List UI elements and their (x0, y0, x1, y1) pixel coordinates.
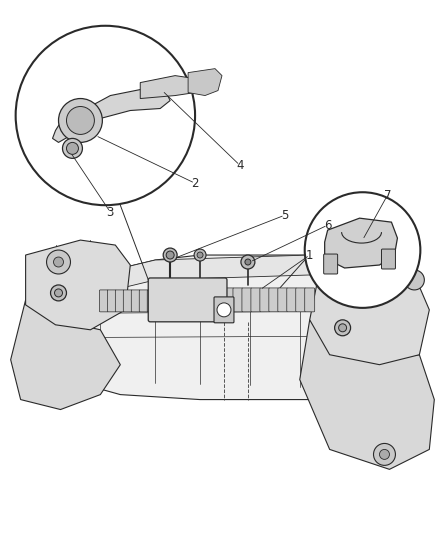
FancyBboxPatch shape (214, 297, 234, 323)
FancyBboxPatch shape (124, 290, 132, 312)
Circle shape (16, 26, 195, 205)
Circle shape (46, 250, 71, 274)
Text: 6: 6 (324, 219, 332, 232)
Circle shape (335, 320, 350, 336)
Text: 3: 3 (107, 206, 114, 219)
Circle shape (163, 248, 177, 262)
Circle shape (53, 257, 64, 267)
Polygon shape (140, 76, 195, 99)
Circle shape (379, 449, 389, 459)
Circle shape (59, 99, 102, 142)
Circle shape (197, 252, 203, 258)
Circle shape (166, 251, 174, 259)
Text: 7: 7 (384, 189, 391, 201)
FancyBboxPatch shape (324, 254, 338, 274)
FancyBboxPatch shape (260, 288, 270, 312)
FancyBboxPatch shape (233, 288, 243, 312)
Polygon shape (31, 255, 414, 310)
Polygon shape (31, 255, 414, 400)
Circle shape (194, 249, 206, 261)
Circle shape (67, 107, 95, 134)
FancyBboxPatch shape (107, 290, 117, 312)
Text: 2: 2 (191, 177, 199, 190)
FancyBboxPatch shape (242, 288, 252, 312)
Polygon shape (310, 265, 429, 365)
Polygon shape (25, 240, 130, 330)
Circle shape (404, 270, 424, 290)
Circle shape (339, 324, 346, 332)
Text: 5: 5 (281, 208, 289, 222)
Circle shape (217, 303, 231, 317)
Circle shape (241, 255, 255, 269)
Text: 4: 4 (236, 159, 244, 172)
FancyBboxPatch shape (99, 290, 108, 312)
FancyBboxPatch shape (278, 288, 288, 312)
Circle shape (374, 443, 396, 465)
Text: 1: 1 (306, 248, 314, 262)
Circle shape (63, 139, 82, 158)
FancyBboxPatch shape (287, 288, 297, 312)
Polygon shape (325, 218, 397, 268)
Circle shape (305, 192, 420, 308)
FancyBboxPatch shape (131, 290, 140, 312)
Polygon shape (188, 69, 222, 95)
FancyBboxPatch shape (139, 290, 148, 312)
FancyBboxPatch shape (224, 288, 234, 312)
Polygon shape (11, 300, 120, 409)
Circle shape (50, 285, 67, 301)
FancyBboxPatch shape (147, 290, 156, 312)
FancyBboxPatch shape (251, 288, 261, 312)
Circle shape (245, 259, 251, 265)
FancyBboxPatch shape (305, 288, 314, 312)
Polygon shape (300, 320, 434, 470)
Circle shape (67, 142, 78, 155)
FancyBboxPatch shape (269, 288, 279, 312)
FancyBboxPatch shape (148, 278, 227, 322)
FancyBboxPatch shape (296, 288, 306, 312)
Circle shape (54, 289, 63, 297)
Polygon shape (53, 88, 170, 142)
FancyBboxPatch shape (381, 249, 396, 269)
FancyBboxPatch shape (115, 290, 124, 312)
